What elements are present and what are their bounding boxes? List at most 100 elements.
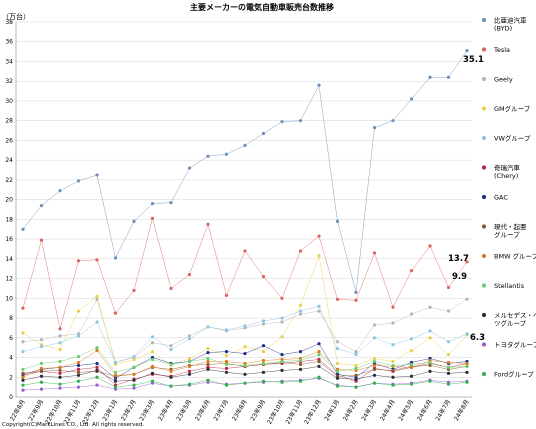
x-tick-label: 23年5月: [175, 398, 194, 422]
data-point: [261, 361, 266, 366]
data-point: [354, 377, 358, 381]
data-point: [298, 312, 303, 316]
data-point: [76, 259, 81, 263]
series-layer: [21, 49, 469, 392]
data-point: [298, 119, 303, 123]
data-point: [206, 222, 210, 226]
x-tick-label: 24年5月: [397, 398, 416, 422]
data-point: [39, 387, 44, 391]
series-group: [21, 216, 469, 331]
data-point: [169, 348, 173, 352]
x-tick-label: 24年2月: [341, 398, 360, 422]
legend-label: GMグループ: [494, 104, 531, 113]
x-tick-label: 23年10月: [265, 398, 286, 426]
data-point: [21, 375, 25, 379]
data-point: [169, 286, 173, 291]
data-point: [58, 365, 62, 369]
data-point: [354, 366, 358, 370]
y-tick-label: 22: [5, 177, 13, 184]
legend-item: VWグループ: [481, 134, 531, 143]
data-point: [58, 359, 62, 364]
data-point: [206, 350, 210, 355]
data-point: [169, 362, 173, 367]
data-point: [76, 360, 81, 365]
data-point: [58, 368, 62, 372]
x-tick-label: 23年2月: [119, 398, 138, 422]
legend-item: Fordグループ: [481, 370, 534, 379]
x-tick-label: 23年11月: [284, 398, 305, 426]
data-point: [150, 371, 155, 375]
data-point: [428, 305, 432, 309]
data-point: [243, 143, 247, 147]
data-point: [280, 296, 284, 300]
legend-label: VWグループ: [494, 134, 531, 143]
data-point: [280, 352, 284, 357]
data-point: [224, 366, 229, 370]
data-point: [206, 359, 210, 364]
data-point: [280, 368, 284, 372]
data-point: [224, 370, 229, 374]
data-point: [39, 374, 44, 378]
data-point: [76, 367, 81, 371]
data-point: [428, 363, 432, 368]
data-point: [372, 356, 377, 361]
legend-item: GAC: [481, 194, 508, 202]
data-point: [132, 365, 136, 369]
y-tick-label: 12: [5, 276, 13, 283]
data-point: [446, 382, 451, 386]
x-tick-label: 23年3月: [138, 398, 157, 422]
data-point: [465, 380, 469, 384]
data-point: [150, 216, 155, 220]
data-point: [76, 354, 81, 359]
callout-layer: 35.1 13.7 9.9 6.3: [448, 55, 485, 343]
data-point: [446, 75, 451, 79]
data-point: [243, 372, 247, 376]
data-point: [187, 382, 192, 386]
data-point: [317, 254, 321, 258]
data-point: [391, 119, 395, 123]
data-point: [317, 359, 321, 364]
data-point: [428, 336, 432, 340]
data-point: [21, 388, 25, 392]
data-point: [409, 362, 414, 367]
data-point: [224, 293, 229, 297]
legend-marker: [481, 312, 487, 318]
y-tick-label: 4: [9, 355, 13, 362]
data-point: [261, 344, 266, 348]
data-point: [409, 97, 414, 101]
legend-item: 奇瑞汽車(Chery): [481, 163, 521, 180]
chart-title: 主要メーカーの電気自動車販売台数推移: [190, 2, 334, 12]
legend-item: Tesla: [481, 46, 510, 54]
data-point: [224, 350, 229, 354]
data-point: [58, 334, 62, 338]
data-point: [446, 365, 451, 369]
data-point: [372, 251, 377, 255]
data-point: [132, 219, 136, 223]
data-point: [113, 385, 118, 389]
data-point: [298, 367, 303, 371]
data-point: [39, 369, 44, 373]
series-group: [21, 346, 469, 374]
data-point: [372, 381, 377, 385]
data-point: [224, 152, 229, 156]
data-point: [391, 321, 395, 325]
axis-layer: 0246810121416182022242628303234363822年8月…: [5, 19, 472, 426]
data-point: [409, 312, 414, 316]
data-point: [21, 371, 25, 375]
data-point: [95, 320, 99, 324]
data-point: [95, 294, 99, 298]
legend-label: 奇瑞汽車(Chery): [494, 163, 521, 180]
data-point: [39, 345, 44, 349]
data-point: [261, 370, 266, 374]
series-line: [22, 217, 468, 329]
y-tick-label: 28: [5, 118, 13, 125]
legend-marker: [481, 224, 487, 229]
callout-byd-latest: 35.1: [463, 55, 484, 65]
x-tick-label: 23年7月: [212, 398, 231, 422]
data-point: [58, 386, 62, 390]
x-tick-label: 22年8月: [8, 398, 27, 422]
data-point: [95, 365, 99, 369]
data-point: [465, 332, 469, 336]
data-point: [224, 353, 229, 358]
